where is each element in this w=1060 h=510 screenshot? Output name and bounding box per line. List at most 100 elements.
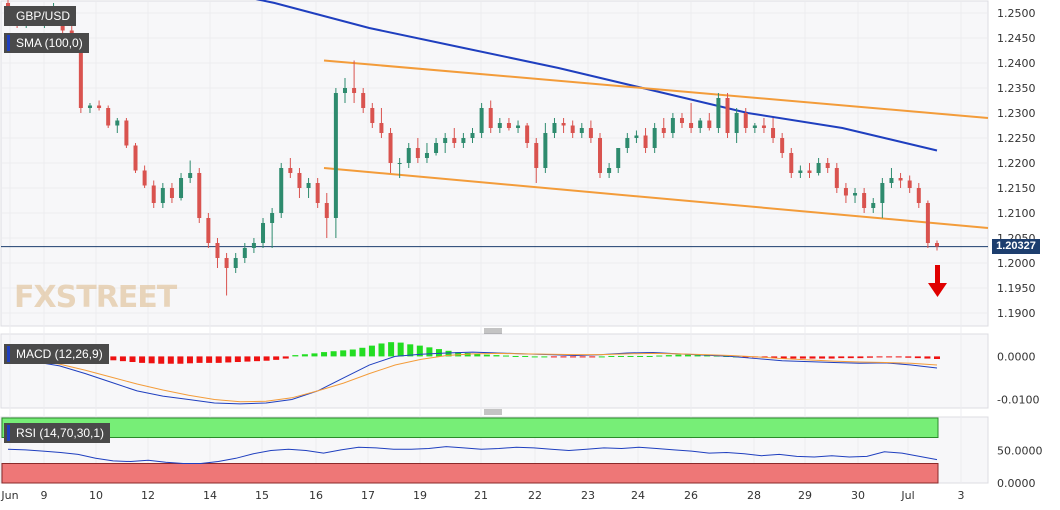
candle-body (561, 123, 566, 126)
candle-body (242, 248, 247, 258)
x-tick-label: Jul (900, 489, 914, 502)
macd-histogram-bar (234, 356, 241, 363)
candle-body (215, 243, 220, 258)
candle-body (816, 163, 821, 173)
candle (816, 158, 821, 176)
candle (607, 163, 612, 178)
macd-histogram-bar (579, 356, 586, 358)
candle (761, 118, 766, 133)
macd-histogram-bar (215, 356, 222, 363)
candle (333, 88, 338, 238)
macd-histogram-bar (656, 355, 663, 357)
sma-text: SMA (100,0) (16, 36, 83, 50)
panel-resize-handle-1[interactable] (484, 328, 502, 334)
candle-body (78, 48, 83, 108)
candle-body (261, 223, 266, 243)
macd-histogram-bar (799, 356, 806, 359)
macd-histogram-bar (598, 356, 605, 358)
candle (652, 123, 657, 153)
panel-resize-handle-2[interactable] (484, 409, 502, 415)
macd-histogram-bar (684, 354, 691, 357)
candle-body (288, 168, 293, 173)
candle (670, 113, 675, 138)
macd-histogram-bar (464, 352, 471, 357)
candle (825, 158, 830, 173)
candle (215, 238, 220, 268)
candle (588, 120, 593, 143)
macd-histogram-bar (617, 355, 624, 357)
candle (106, 105, 111, 128)
candle-body (898, 178, 903, 181)
rsi-overbought-zone (1, 417, 939, 438)
candle (734, 108, 739, 143)
candle (880, 178, 885, 218)
candle (625, 133, 630, 153)
channel-lower-line (323, 167, 989, 229)
x-tick-label: 19 (413, 489, 427, 502)
candle-body (889, 178, 894, 183)
candle-body (379, 123, 384, 133)
candle-body (689, 123, 694, 128)
candle (78, 43, 83, 113)
candle (579, 123, 584, 138)
macd-histogram-bar (847, 356, 854, 359)
candle (233, 253, 238, 273)
price-tick-label: 1.1950 (997, 282, 1036, 295)
candle (843, 183, 848, 203)
macd-histogram-bar (608, 355, 615, 357)
macd-histogram-bar (895, 356, 902, 358)
candle-body (534, 143, 539, 168)
candle (497, 118, 502, 133)
macd-histogram-bar (866, 356, 873, 358)
macd-histogram-bar (158, 356, 165, 364)
rsi-legend-swatch (7, 425, 10, 441)
candle (197, 168, 202, 223)
candle (397, 158, 402, 178)
x-tick-label: 12 (141, 489, 155, 502)
candle-body (233, 258, 238, 268)
candle-body (179, 178, 184, 198)
candle-body (388, 133, 393, 163)
candle (324, 193, 329, 238)
candle-body (142, 170, 147, 186)
macd-histogram-bar (665, 355, 672, 357)
candle-body (516, 125, 521, 128)
x-tick-label: 29 (798, 489, 812, 502)
candle (160, 183, 165, 208)
candle (862, 188, 867, 213)
candle-body (188, 173, 193, 178)
macd-histogram-bar (186, 356, 193, 364)
macd-histogram-bar (905, 356, 912, 358)
macd-histogram-bar (167, 356, 174, 364)
candle-body (807, 170, 812, 173)
candle-body (406, 148, 411, 163)
candle-body (525, 125, 530, 143)
candle-body (434, 143, 439, 153)
candle (789, 148, 794, 178)
candle (834, 163, 839, 193)
candle (889, 168, 894, 188)
candle-body (716, 98, 721, 128)
symbol-label: GBP/USD (4, 6, 77, 26)
candle-body (862, 193, 867, 208)
macd-histogram-bar (483, 354, 490, 357)
candle (361, 88, 366, 113)
macd-tick-label: -0.0100 (997, 394, 1039, 407)
sma-label: SMA (100,0) (4, 33, 89, 53)
candle (743, 108, 748, 133)
candle (752, 123, 757, 133)
candle-body (853, 193, 858, 196)
candle-body (616, 148, 621, 168)
candle (935, 240, 939, 251)
candle (598, 133, 603, 178)
candle (479, 103, 484, 138)
macd-histogram-bar (876, 356, 883, 358)
macd-histogram-bar (196, 356, 203, 363)
candle (543, 123, 548, 173)
candle-body (552, 123, 557, 133)
macd-histogram-bar (914, 356, 921, 359)
macd-histogram-bar (886, 356, 893, 358)
candle-body (115, 120, 120, 126)
macd-histogram-bar (349, 349, 356, 357)
